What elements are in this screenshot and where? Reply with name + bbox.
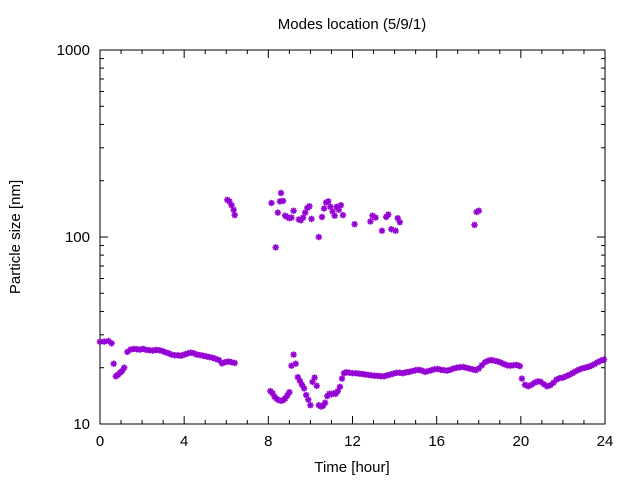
data-point <box>313 382 320 389</box>
x-tick-label: 24 <box>597 433 614 450</box>
data-point <box>305 396 312 403</box>
x-tick-label: 8 <box>264 433 272 450</box>
data-point <box>300 385 308 392</box>
data-point <box>475 207 482 215</box>
data-point <box>308 215 315 223</box>
data-point <box>231 211 238 219</box>
data-point <box>320 205 328 212</box>
plot-frame <box>99 49 606 425</box>
data-point <box>268 199 275 207</box>
data-point <box>230 206 237 213</box>
data-point <box>600 356 608 363</box>
x-tick-label: 20 <box>512 433 529 450</box>
x-tick-label: 16 <box>428 433 445 450</box>
data-point <box>288 214 295 221</box>
data-point <box>318 213 326 221</box>
x-tick-label: 12 <box>344 433 361 450</box>
data-point <box>307 402 314 409</box>
data-point <box>299 214 307 221</box>
chart-title: Modes location (5/9/1) <box>278 16 426 33</box>
data-point <box>325 198 332 205</box>
data-point <box>290 351 297 358</box>
data-point <box>471 221 478 229</box>
data-point <box>338 375 346 382</box>
y-tick-label: 100 <box>65 229 90 246</box>
axis-tick-labels: 0 4 8 12 16 20 24 10 100 1000 <box>57 42 614 450</box>
data-point <box>336 383 344 391</box>
axis-ticks <box>99 49 606 425</box>
data-point <box>367 218 374 225</box>
data-point <box>351 220 358 228</box>
x-tick-label: 0 <box>96 433 104 450</box>
data-point <box>392 227 399 234</box>
data-point <box>231 359 238 367</box>
data-point <box>321 399 329 406</box>
data-point <box>516 362 523 370</box>
data-point <box>306 203 313 210</box>
data-point <box>274 209 281 216</box>
data-point <box>290 207 297 215</box>
data-point <box>378 227 386 234</box>
data-point <box>100 338 108 345</box>
x-axis-label: Time [hour] <box>314 459 389 476</box>
y-axis-label: Particle size [nm] <box>7 180 24 294</box>
data-point <box>120 364 128 371</box>
x-tick-label: 4 <box>180 433 188 450</box>
y-tick-label: 1000 <box>57 42 90 59</box>
data-point <box>396 218 403 226</box>
data-point <box>286 389 293 396</box>
data-point <box>339 211 347 219</box>
data-point <box>311 374 318 381</box>
data-point <box>315 233 322 241</box>
data-point <box>518 375 526 382</box>
data-point <box>279 197 287 205</box>
data-point <box>385 211 392 218</box>
data-point <box>292 360 299 367</box>
data-point <box>372 214 379 221</box>
data-point <box>331 212 338 219</box>
data-points <box>96 189 608 410</box>
y-tick-label: 10 <box>73 416 90 433</box>
data-point <box>272 244 279 251</box>
data-point <box>108 340 115 347</box>
data-point <box>337 201 345 209</box>
plot-border <box>99 49 606 425</box>
data-point <box>110 360 117 367</box>
data-point <box>277 189 285 197</box>
